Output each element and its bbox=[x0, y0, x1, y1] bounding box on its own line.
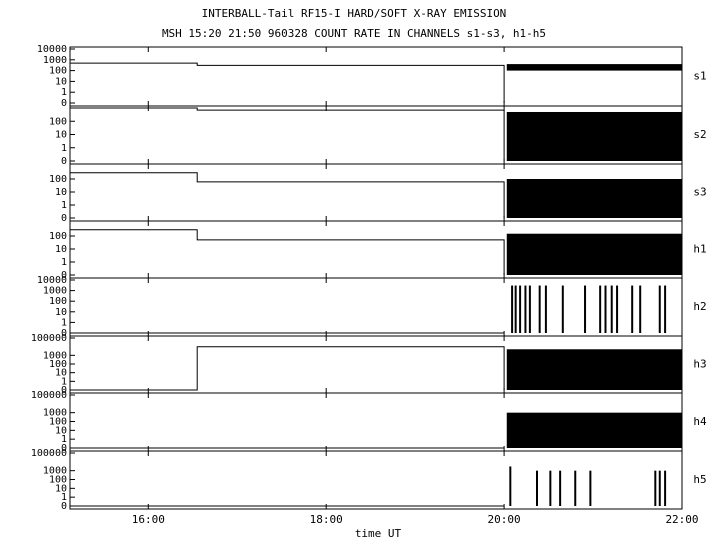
y-tick-label: 10 bbox=[55, 130, 67, 141]
y-tick-label: 0 bbox=[61, 156, 67, 167]
y-tick-label: 10 bbox=[55, 368, 67, 379]
x-tick-label: 22:00 bbox=[665, 513, 698, 526]
y-tick-label: 0 bbox=[61, 443, 67, 454]
y-tick-label: 1 bbox=[61, 87, 67, 98]
y-tick-label: 1 bbox=[61, 492, 67, 503]
panel-label: s2 bbox=[693, 128, 706, 141]
y-tick-label: 100 bbox=[49, 475, 67, 486]
data-band bbox=[506, 179, 682, 218]
data-band bbox=[506, 111, 682, 161]
data-line bbox=[70, 229, 505, 275]
y-tick-label: 1 bbox=[61, 200, 67, 211]
y-tick-label: 100 bbox=[49, 66, 67, 77]
y-tick-label: 10 bbox=[55, 187, 67, 198]
y-tick-label: 100 bbox=[49, 359, 67, 370]
x-axis-label: time UT bbox=[355, 527, 402, 540]
y-tick-label: 10 bbox=[55, 483, 67, 494]
y-tick-label: 100000 bbox=[31, 448, 67, 459]
y-tick-label: 1 bbox=[61, 376, 67, 387]
y-tick-label: 1000 bbox=[43, 55, 67, 66]
panel-label: s1 bbox=[693, 70, 706, 83]
data-band bbox=[506, 349, 682, 390]
y-tick-label: 10 bbox=[55, 425, 67, 436]
x-tick-label: 20:00 bbox=[488, 513, 521, 526]
y-tick-label: 10000 bbox=[37, 275, 67, 286]
y-tick-label: 10000 bbox=[37, 44, 67, 55]
y-tick-label: 0 bbox=[61, 98, 67, 109]
y-tick-label: 10 bbox=[55, 244, 67, 255]
y-tick-label: 1 bbox=[61, 257, 67, 268]
y-tick-label: 100 bbox=[49, 296, 67, 307]
y-tick-label: 10 bbox=[55, 76, 67, 87]
chart-title: INTERBALL-Tail RF15-I HARD/SOFT X-RAY EM… bbox=[202, 7, 507, 20]
data-line bbox=[70, 346, 505, 391]
data-line bbox=[70, 62, 505, 103]
y-tick-label: 0 bbox=[61, 501, 67, 512]
panel-label: h5 bbox=[693, 473, 706, 486]
panel-label: h3 bbox=[693, 358, 706, 371]
panel-label: h2 bbox=[693, 300, 706, 313]
y-tick-label: 10 bbox=[55, 307, 67, 318]
y-tick-label: 1 bbox=[61, 143, 67, 154]
y-tick-label: 100000 bbox=[31, 333, 67, 344]
y-tick-label: 1000 bbox=[43, 408, 67, 419]
y-tick-label: 0 bbox=[61, 385, 67, 396]
chart-subtitle: MSH 15:20 21:50 960328 COUNT RATE IN CHA… bbox=[162, 27, 546, 40]
data-line bbox=[70, 172, 505, 218]
y-tick-label: 0 bbox=[61, 270, 67, 281]
y-tick-label: 0 bbox=[61, 213, 67, 224]
y-tick-label: 100 bbox=[49, 231, 67, 242]
x-tick-label: 18:00 bbox=[310, 513, 343, 526]
y-tick-label: 100 bbox=[49, 417, 67, 428]
data-band bbox=[506, 233, 682, 275]
y-tick-label: 100 bbox=[49, 116, 67, 127]
y-tick-label: 1000 bbox=[43, 350, 67, 361]
y-tick-label: 1 bbox=[61, 434, 67, 445]
y-tick-label: 1000 bbox=[43, 466, 67, 477]
x-tick-label: 16:00 bbox=[132, 513, 165, 526]
y-tick-label: 0 bbox=[61, 328, 67, 339]
y-tick-label: 100 bbox=[49, 174, 67, 185]
data-line bbox=[70, 107, 505, 161]
panel-label: h1 bbox=[693, 243, 706, 256]
panel-label: h4 bbox=[693, 415, 707, 428]
y-tick-label: 1 bbox=[61, 317, 67, 328]
panel-label: s3 bbox=[693, 186, 706, 199]
data-band bbox=[506, 412, 682, 448]
y-tick-label: 1000 bbox=[43, 286, 67, 297]
y-tick-label: 100000 bbox=[31, 390, 67, 401]
data-band bbox=[506, 64, 682, 71]
